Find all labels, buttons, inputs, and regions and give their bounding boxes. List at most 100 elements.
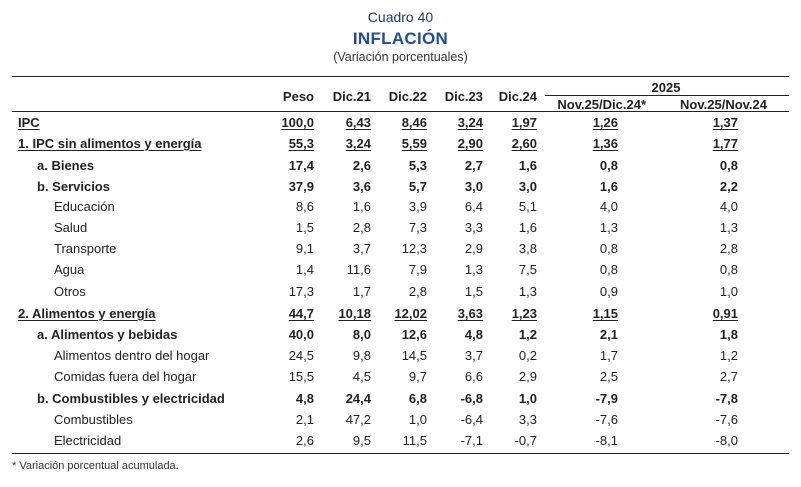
column-header: Dic.22: [388, 89, 427, 104]
table-cell: 2,6: [352, 158, 371, 173]
page-title: INFLACIÓN: [352, 29, 449, 48]
table-cell: 12,6: [401, 327, 427, 342]
table-cell: 2,2: [719, 179, 738, 194]
table-cell: 2,9: [464, 241, 483, 256]
table-cell: 5,59: [401, 136, 427, 151]
row-label: Combustibles: [54, 412, 133, 427]
column-header: Nov.25/Dic.24*: [557, 97, 646, 112]
table-cell: 17,4: [288, 158, 314, 173]
table-cell: -8,0: [715, 433, 738, 448]
table-cell: 1,6: [518, 220, 537, 235]
table-cell: 2,60: [511, 136, 537, 151]
table-cell: 1,5: [295, 220, 314, 235]
table-cell: 1,6: [518, 158, 537, 173]
table-cell: 8,0: [352, 327, 371, 342]
table-cell: 9,7: [408, 369, 427, 384]
table-cell: -8,1: [595, 433, 618, 448]
table-cell: 47,2: [345, 412, 371, 427]
table-cell: 1,15: [592, 306, 618, 321]
table-cell: 1,3: [518, 284, 537, 299]
table-cell: 100,0: [281, 115, 314, 130]
table-cell: -0,7: [514, 433, 537, 448]
year-group-rule: [545, 95, 789, 96]
row-label: Alimentos dentro del hogar: [54, 348, 210, 363]
table-cell: -7,8: [715, 391, 738, 406]
table-cell: 3,24: [457, 115, 483, 130]
table-cell: 0,8: [599, 158, 618, 173]
table-cell: 1,97: [511, 115, 537, 130]
table-cell: 6,43: [345, 115, 371, 130]
table-cell: 1,26: [592, 115, 618, 130]
table-number: Cuadro 40: [367, 9, 434, 25]
table-cell: 3,9: [408, 199, 427, 214]
table-cell: 11,6: [346, 262, 371, 277]
table-cell: 3,63: [457, 306, 483, 321]
table-cell: 3,7: [352, 241, 371, 256]
column-header: Dic.24: [498, 89, 537, 104]
table-cell: 2,8: [719, 241, 738, 256]
table-cell: 37,9: [288, 179, 314, 194]
table-cell: 3,0: [518, 179, 537, 194]
table-cell: 1,2: [518, 327, 537, 342]
table-cell: 1,6: [352, 199, 371, 214]
table-cell: 1,3: [599, 220, 618, 235]
row-label: b. Combustibles y electricidad: [37, 391, 225, 406]
table-cell: 6,4: [464, 199, 483, 214]
table-cell: 4,0: [719, 199, 738, 214]
column-header: Peso: [282, 89, 314, 104]
table-cell: 0,8: [599, 262, 618, 277]
row-label: Agua: [54, 262, 85, 277]
table-cell: 3,6: [352, 179, 371, 194]
table-cell: 0,8: [719, 262, 738, 277]
table-cell: 14,5: [401, 348, 427, 363]
table-cell: 0,91: [712, 306, 738, 321]
table-cell: 3,0: [464, 179, 483, 194]
table-cell: 2,1: [599, 327, 618, 342]
table-cell: 8,6: [295, 199, 314, 214]
table-cell: 0,9: [599, 284, 618, 299]
table-cell: 5,7: [408, 179, 427, 194]
table-cell: 0,8: [599, 241, 618, 256]
table-cell: 2,90: [457, 136, 483, 151]
table-cell: 24,4: [345, 391, 371, 406]
table-cell: 10,18: [338, 306, 371, 321]
table-cell: 1,0: [719, 284, 738, 299]
table-cell: 2,8: [352, 220, 371, 235]
table-cell: -7,6: [715, 412, 738, 427]
table-cell: 2,7: [464, 158, 483, 173]
row-label: Transporte: [54, 241, 117, 256]
table-cell: 1,0: [408, 412, 427, 427]
table-cell: 7,5: [518, 262, 537, 277]
row-label: IPC: [18, 115, 40, 130]
table-cell: 3,7: [464, 348, 483, 363]
table-cell: 1,36: [592, 136, 618, 151]
top-rule: [12, 76, 789, 77]
table-cell: 3,8: [518, 241, 537, 256]
row-label: b. Servicios: [37, 179, 110, 194]
table-cell: 1,23: [511, 306, 537, 321]
table-cell: 6,8: [408, 391, 427, 406]
table-cell: -7,1: [460, 433, 483, 448]
table-cell: 0,2: [518, 348, 537, 363]
row-label: Salud: [54, 220, 88, 235]
table-cell: 1,5: [464, 284, 483, 299]
row-label: a. Bienes: [37, 158, 95, 173]
table-cell: 2,8: [408, 284, 427, 299]
header-rule: [12, 111, 789, 112]
table-cell: 24,5: [288, 348, 314, 363]
subtitle: (Variación porcentuales): [333, 50, 468, 64]
table-cell: 5,1: [518, 199, 537, 214]
table-cell: 2,6: [295, 433, 314, 448]
table-cell: 1,3: [719, 220, 738, 235]
row-label: Comidas fuera del hogar: [54, 369, 197, 384]
table-cell: 3,3: [464, 220, 483, 235]
table-cell: 2,1: [295, 412, 314, 427]
table-cell: 55,3: [288, 136, 314, 151]
column-header: Nov.25/Nov.24: [680, 97, 767, 112]
table-cell: 12,3: [401, 241, 427, 256]
table-cell: 1,37: [712, 115, 738, 130]
column-header: Dic.23: [444, 89, 483, 104]
table-cell: 9,5: [352, 433, 371, 448]
table-cell: 12,02: [394, 306, 427, 321]
table-cell: 1,2: [719, 348, 738, 363]
